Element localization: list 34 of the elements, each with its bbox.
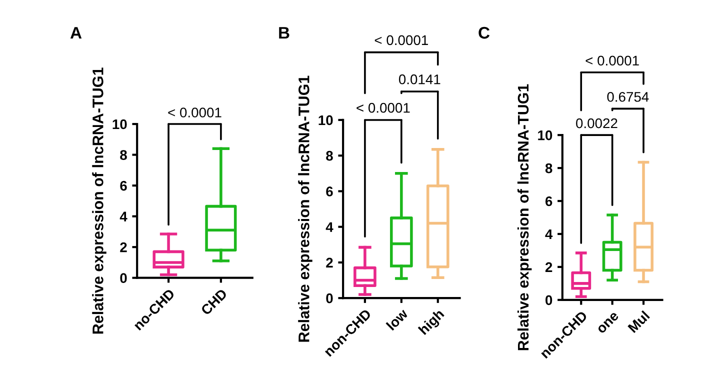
y-axis-title: Relative expression of lncRNA-TUG1: [92, 68, 106, 334]
y-tick-label: 4: [545, 229, 553, 240]
text: < 0.0001: [356, 102, 410, 113]
text: < 0.0001: [168, 108, 222, 118]
y-tick-label: 6: [120, 180, 127, 191]
y-tick-label: 8: [545, 163, 552, 174]
y-tick-label: 6: [545, 196, 552, 206]
y-axis-title: Relative expression of lncRNA-TUG1: [298, 76, 312, 342]
x-tick-label: low: [386, 308, 409, 331]
x-tick-label: Mul: [627, 310, 650, 334]
y-tick-label: 10: [112, 119, 127, 130]
text: < 0.0001: [374, 35, 428, 46]
y-tick-label: 4: [326, 222, 334, 232]
y-tick-label: 0: [326, 293, 333, 304]
y-tick-label: 6: [326, 186, 333, 196]
y-tick-label: 8: [326, 150, 333, 161]
y-tick-label: 0: [546, 295, 552, 306]
y-tick-label: 10: [538, 130, 552, 140]
text: 0.6754: [607, 92, 649, 102]
chart-title: A: [70, 27, 82, 39]
y-tick-label: 0: [120, 273, 127, 284]
y-tick-label: 2: [120, 242, 127, 252]
text: < 0.0001: [586, 56, 639, 66]
chart-title: C: [478, 26, 490, 39]
y-axis-title: Relative expression of lncRNA-TUG1: [517, 84, 532, 350]
y-tick-label: 10: [318, 115, 333, 126]
x-tick-label: one: [597, 312, 620, 334]
chart-title: B: [279, 27, 290, 39]
y-tick-label: 2: [545, 262, 552, 272]
y-tick-label: 2: [326, 258, 333, 268]
text: 0.0141: [398, 74, 440, 84]
y-tick-label: 8: [120, 150, 127, 160]
text: 0.0022: [576, 118, 618, 128]
y-tick-label: 4: [120, 212, 128, 222]
